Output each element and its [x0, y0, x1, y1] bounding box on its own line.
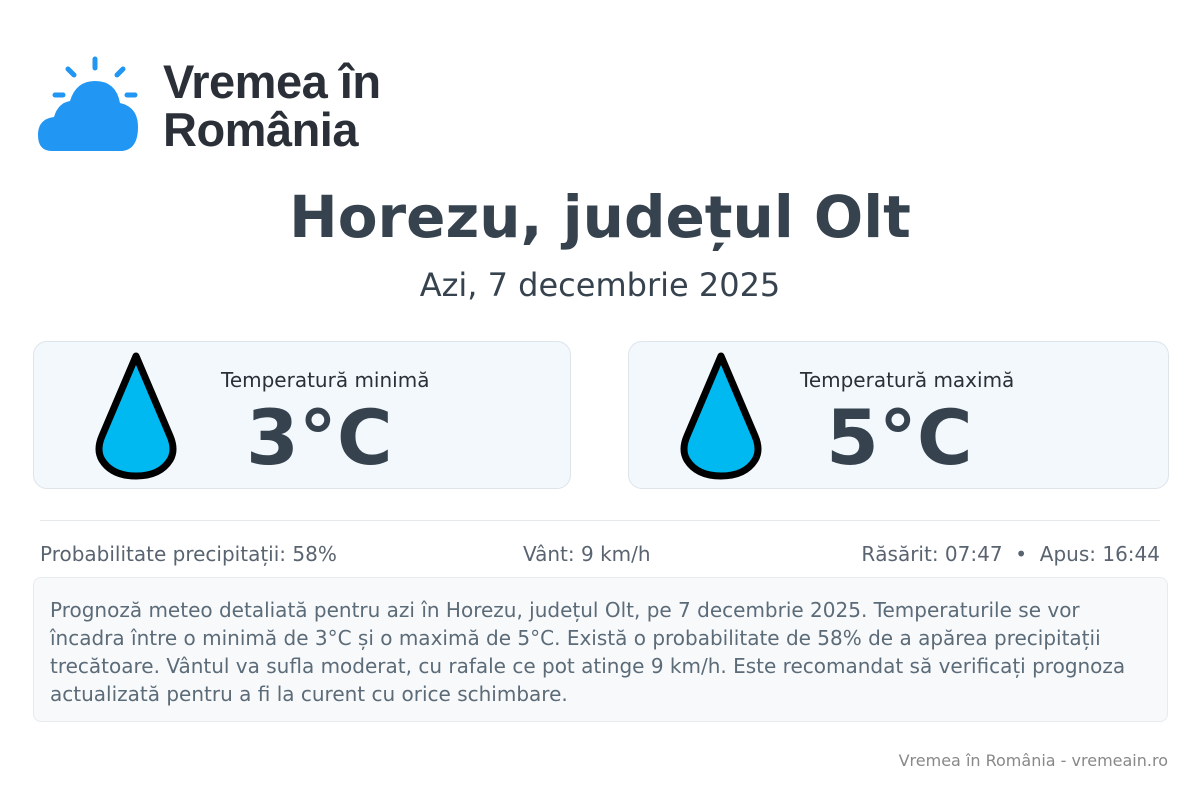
sun-cloud-icon — [38, 56, 138, 151]
logo-line-2: România — [163, 103, 358, 156]
footer-credit[interactable]: Vremea în România - vremeain.ro — [898, 751, 1168, 770]
divider — [40, 520, 1160, 521]
max-temperature-value: 5°C — [826, 393, 973, 482]
min-temperature-value: 3°C — [246, 393, 393, 482]
forecast-description: Prognoză meteo detaliată pentru azi în H… — [33, 577, 1168, 722]
sunrise-sunset: Răsărit: 07:47 • Apus: 16:44 — [861, 542, 1160, 566]
min-temperature-label: Temperatură minimă — [221, 368, 430, 392]
min-temperature-card: Temperatură minimă 3°C — [33, 341, 571, 489]
water-drop-icon — [95, 352, 177, 480]
wind-speed: Vânt: 9 km/h — [523, 542, 651, 566]
page-title: Horezu, județul Olt — [289, 183, 911, 251]
max-temperature-label: Temperatură maximă — [800, 368, 1015, 392]
precipitation-probability: Probabilitate precipitații: 58% — [40, 542, 337, 566]
logo[interactable]: Vremea în România — [38, 55, 418, 160]
water-drop-icon — [680, 352, 762, 480]
logo-line-1: Vremea în — [163, 55, 381, 108]
max-temperature-card: Temperatură maximă 5°C — [628, 341, 1169, 489]
page-subtitle: Azi, 7 decembrie 2025 — [419, 266, 781, 304]
